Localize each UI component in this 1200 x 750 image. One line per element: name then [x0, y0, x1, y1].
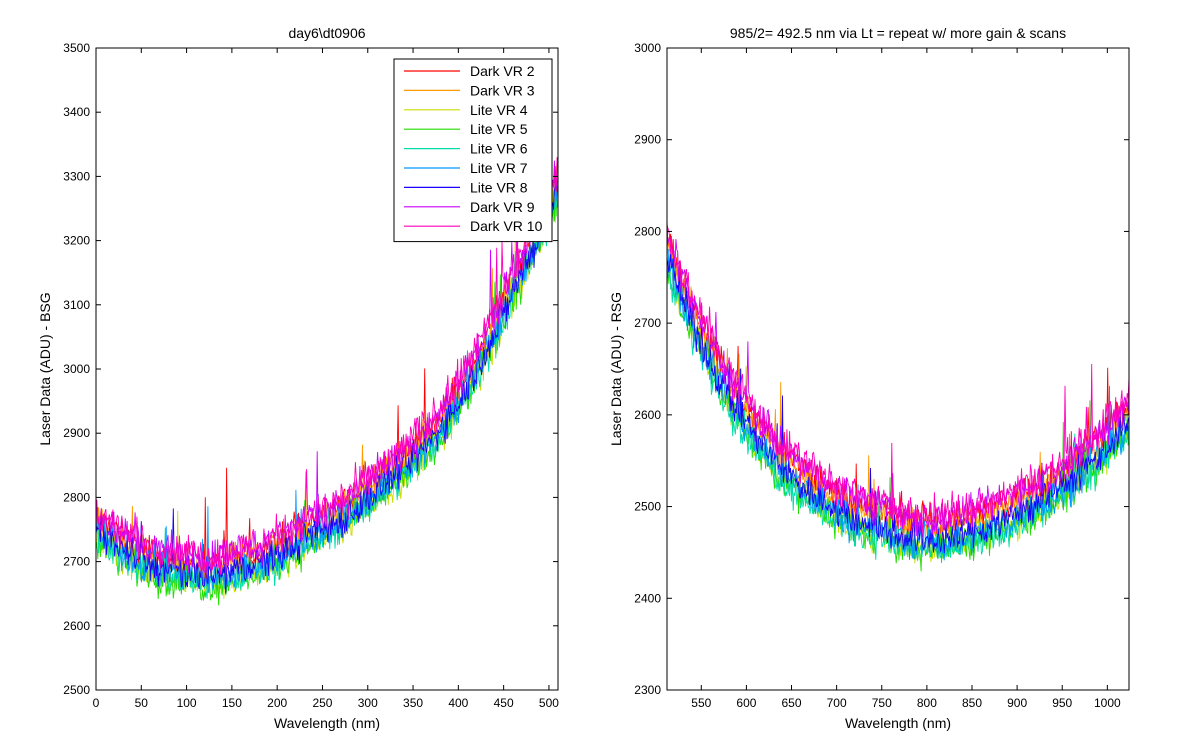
y-tick-label: 2800	[63, 490, 90, 504]
y-tick-label: 3000	[63, 362, 90, 376]
y-tick-label: 2900	[63, 426, 90, 440]
x-tick-label: 250	[312, 696, 332, 710]
legend-entry-9: Dark VR 10	[470, 218, 543, 234]
y-tick-label: 3100	[63, 298, 90, 312]
y-tick-label: 3000	[634, 41, 661, 55]
series-line-7	[96, 184, 558, 594]
y-tick-label: 2500	[634, 500, 661, 514]
x-tick-label: 850	[962, 696, 982, 710]
x-axis-label: Wavelength (nm)	[845, 715, 951, 731]
x-tick-label: 350	[403, 696, 423, 710]
series-group	[96, 157, 558, 606]
y-axis-label: Laser Data (ADU) - RSG	[608, 292, 624, 446]
x-tick-label: 750	[872, 696, 892, 710]
y-tick-label: 3200	[63, 234, 90, 248]
y-tick-label: 2600	[634, 408, 661, 422]
plot-area	[667, 48, 1129, 690]
y-tick-label: 3400	[63, 105, 90, 119]
y-tick-label: 2900	[634, 133, 661, 147]
series-line-7	[667, 253, 1129, 554]
x-tick-label: 650	[782, 696, 802, 710]
series-line-9	[96, 157, 558, 575]
x-tick-label: 900	[1007, 696, 1027, 710]
legend-entry-8: Dark VR 9	[470, 199, 535, 215]
chart-panel-2: 550 600 650 700 750 800 850 900 950 1000 2300 2400 2…	[608, 25, 1130, 731]
chart-title: 985/2= 492.5 nm via Lt = repeat w/ more …	[730, 25, 1066, 41]
y-tick-label: 2700	[63, 555, 90, 569]
y-tick-label: 3300	[63, 169, 90, 183]
legend-entry-3: Lite VR 4	[470, 102, 528, 118]
x-tick-label: 1000	[1094, 696, 1121, 710]
x-tick-label: 300	[358, 696, 378, 710]
x-tick-label: 200	[267, 696, 287, 710]
y-tick-label: 2600	[63, 619, 90, 633]
y-tick-label: 3500	[63, 41, 90, 55]
series-line-6	[96, 182, 558, 593]
axes-frame	[666, 47, 1130, 691]
x-tick-label: 950	[1052, 696, 1072, 710]
series-group	[667, 220, 1129, 572]
series-line-8	[96, 160, 558, 578]
y-tick-label: 2300	[634, 683, 661, 697]
y-tick-label: 2700	[634, 316, 661, 330]
x-tick-label: 550	[691, 696, 711, 710]
chart-title: day6\dt0906	[288, 25, 365, 41]
x-axis-label: Wavelength (nm)	[274, 715, 380, 731]
x-tick-label: 0	[93, 696, 100, 710]
legend-entry-7: Lite VR 8	[470, 179, 528, 195]
legend-box	[393, 58, 553, 243]
y-tick-label: 2800	[634, 224, 661, 238]
legend: Dark VR 2 Dark VR 3 Lite VR 4 Lite VR 5 Lite…	[393, 58, 553, 243]
y-tick-label: 2400	[634, 591, 661, 605]
x-tick-label: 600	[736, 696, 756, 710]
x-tick-label: 100	[177, 696, 197, 710]
legend-entry-6: Lite VR 7	[470, 160, 528, 176]
x-tick-label: 450	[494, 696, 514, 710]
chart-panel-1: 0 50 100 150 200 250 300 350 400 450 500 2500 2600 27…	[37, 25, 559, 731]
y-tick-label: 2500	[63, 683, 90, 697]
x-tick-label: 800	[917, 696, 937, 710]
legend-entry-1: Dark VR 2	[470, 63, 535, 79]
legend-entry-2: Dark VR 3	[470, 82, 535, 98]
x-tick-label: 50	[135, 696, 149, 710]
x-tick-label: 700	[827, 696, 847, 710]
legend-entry-5: Lite VR 6	[470, 141, 528, 157]
x-tick-label: 500	[539, 696, 559, 710]
y-axis-label: Laser Data (ADU) - BSG	[37, 292, 53, 445]
x-tick-label: 150	[222, 696, 242, 710]
x-tick-label: 400	[448, 696, 468, 710]
series-line-9	[667, 224, 1129, 537]
legend-entry-4: Lite VR 5	[470, 121, 528, 137]
